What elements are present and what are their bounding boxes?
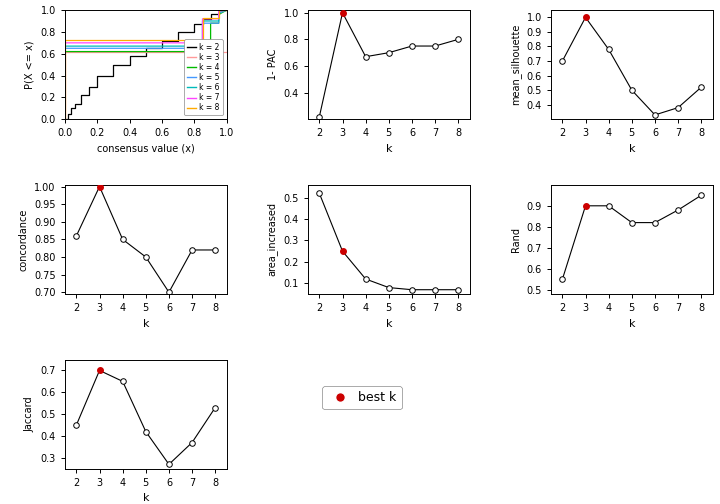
X-axis label: k: k [629, 144, 635, 154]
X-axis label: consensus value (x): consensus value (x) [97, 144, 194, 154]
Y-axis label: Jaccard: Jaccard [25, 396, 35, 432]
Y-axis label: P(X <= x): P(X <= x) [25, 40, 35, 89]
X-axis label: k: k [385, 144, 392, 154]
X-axis label: k: k [385, 319, 392, 329]
Legend: best k: best k [322, 386, 402, 409]
X-axis label: k: k [143, 319, 149, 329]
X-axis label: k: k [629, 319, 635, 329]
X-axis label: k: k [143, 493, 149, 503]
Y-axis label: 1- PAC: 1- PAC [268, 49, 278, 80]
Legend: k = 2, k = 3, k = 4, k = 5, k = 6, k = 7, k = 8: k = 2, k = 3, k = 4, k = 5, k = 6, k = 7… [184, 39, 223, 115]
Y-axis label: concordance: concordance [19, 208, 29, 271]
Y-axis label: Rand: Rand [511, 227, 521, 252]
Y-axis label: mean_silhouette: mean_silhouette [510, 24, 521, 105]
Y-axis label: area_increased: area_increased [267, 203, 278, 276]
